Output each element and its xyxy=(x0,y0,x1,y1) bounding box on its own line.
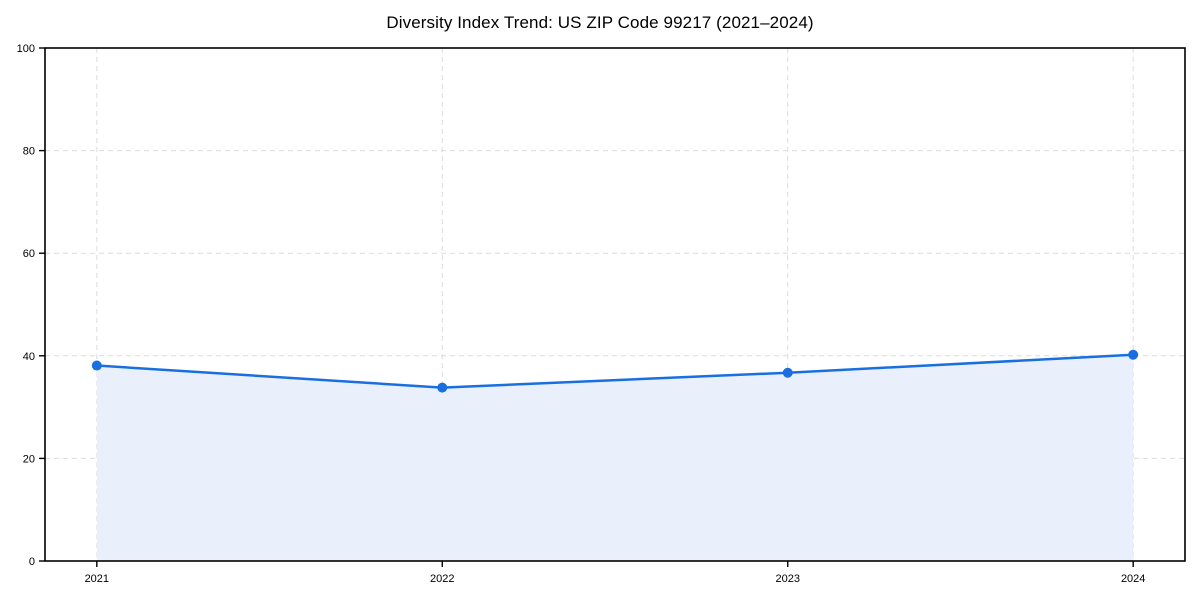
data-point-marker xyxy=(437,382,448,393)
y-tick-label: 100 xyxy=(17,43,35,55)
y-tick-label: 40 xyxy=(23,351,35,363)
y-tick-label: 80 xyxy=(23,146,35,158)
plot-border xyxy=(44,47,1186,562)
x-tick-label: 2022 xyxy=(430,573,454,585)
data-point-marker xyxy=(782,367,793,378)
y-tick-label: 0 xyxy=(29,556,35,568)
area-fill xyxy=(96,354,1134,561)
x-tick-label: 2023 xyxy=(775,573,799,585)
data-point-marker xyxy=(1128,349,1139,360)
x-tick-label: 2021 xyxy=(85,573,109,585)
chart-title: Diversity Index Trend: US ZIP Code 99217… xyxy=(386,13,814,32)
trend-line xyxy=(95,353,1135,389)
x-tick-label: 2024 xyxy=(1121,573,1145,585)
data-point-marker xyxy=(91,360,102,371)
y-tick-label: 60 xyxy=(23,248,35,260)
y-tick-label: 20 xyxy=(23,453,35,465)
